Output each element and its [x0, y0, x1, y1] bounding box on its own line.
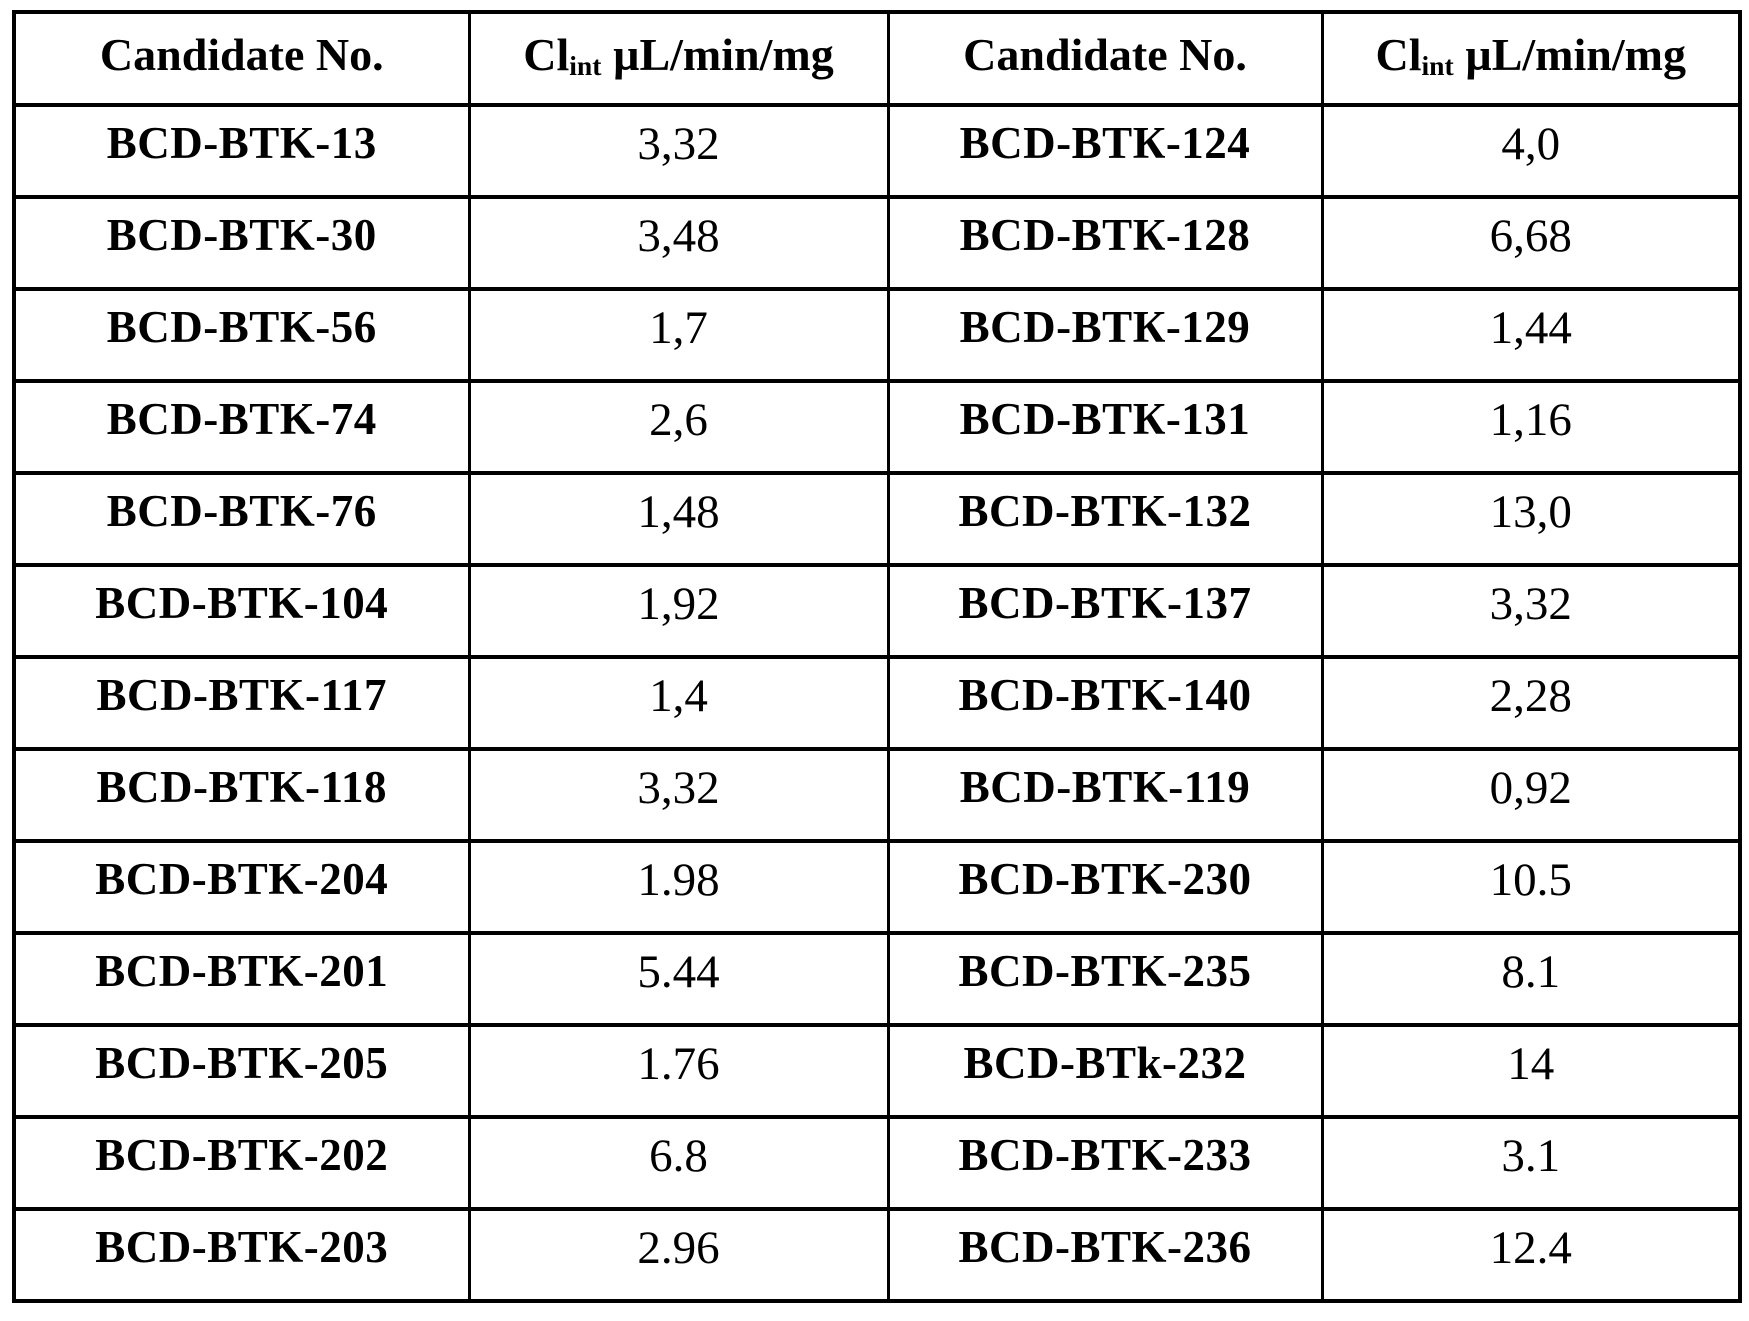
clint-value-cell: 3,32 — [1320, 563, 1742, 659]
table-row: BCD-BTK-74 2,6 BCD-BTК-131 1,16 — [12, 379, 1742, 475]
clint-value-cell: 1.76 — [467, 1023, 890, 1119]
candidate-cell: BCD-BTK-56 — [12, 287, 471, 383]
candidate-cell: BCD-BTK-203 — [12, 1207, 471, 1303]
candidate-cell: BCD-BTK-76 — [12, 471, 471, 567]
candidate-cell: BCD-BTK-74 — [12, 379, 471, 475]
clint-value-cell: 1,44 — [1320, 287, 1742, 383]
table-row: BCD-BTK-30 3,48 BCD-BTК-128 6,68 — [12, 195, 1742, 291]
candidate-cell: BCD-BTK-233 — [886, 1115, 1324, 1211]
clint-value-cell: 2.96 — [467, 1207, 890, 1303]
clint-value-cell: 14 — [1320, 1023, 1742, 1119]
candidate-cell: BCD-BTK-140 — [886, 655, 1324, 751]
candidate-cell: BCD-BTK-230 — [886, 839, 1324, 935]
clint-value-cell: 8.1 — [1320, 931, 1742, 1027]
clint-value-cell: 1,16 — [1320, 379, 1742, 475]
table-row: BCD-BTK-202 6.8 BCD-BTK-233 3.1 — [12, 1115, 1742, 1211]
clint-value-cell: 1.98 — [467, 839, 890, 935]
header-row: Candidate No. Clint µL/min/mg Candidate … — [12, 10, 1742, 107]
clint-unit-subscript: int — [1421, 49, 1454, 81]
clint-value-cell: 3,32 — [467, 747, 890, 843]
candidate-cell: BCD-BTK-236 — [886, 1207, 1324, 1303]
clint-unit-prefix: Cl — [523, 29, 570, 80]
clint-value-cell: 4,0 — [1320, 103, 1742, 199]
candidate-cell: BCD-BTK-119 — [886, 747, 1324, 843]
candidate-cell: BCD-BTK-132 — [886, 471, 1324, 567]
clint-value-cell: 1,48 — [467, 471, 890, 567]
candidate-cell: BCD-BTk-232 — [886, 1023, 1324, 1119]
table-row: BCD-BTK-13 3,32 BCD-BTК-124 4,0 — [12, 103, 1742, 199]
clint-value-cell: 6.8 — [467, 1115, 890, 1211]
table-row: BCD-BTK-204 1.98 BCD-BTK-230 10.5 — [12, 839, 1742, 935]
clint-value-cell: 3,48 — [467, 195, 890, 291]
clint-value-cell: 1,92 — [467, 563, 890, 659]
column-header-candidate-right: Candidate No. — [886, 10, 1324, 107]
table-row: BCD-BTK-117 1,4 BCD-BTK-140 2,28 — [12, 655, 1742, 751]
clint-value-cell: 6,68 — [1320, 195, 1742, 291]
clint-unit-suffix: µL/min/mg — [1453, 29, 1686, 80]
candidate-cell: BCD-BTK-137 — [886, 563, 1324, 659]
candidate-cell: BCD-BTK-235 — [886, 931, 1324, 1027]
table-row: BCD-BTK-205 1.76 BCD-BTk-232 14 — [12, 1023, 1742, 1119]
clint-value-cell: 1,7 — [467, 287, 890, 383]
candidate-cell: BCD-BTK-104 — [12, 563, 471, 659]
column-header-clint-left: Clint µL/min/mg — [467, 10, 890, 107]
clint-value-cell: 10.5 — [1320, 839, 1742, 935]
clint-unit-subscript: int — [569, 49, 602, 81]
candidate-cell: BCD-BTK-117 — [12, 655, 471, 751]
clint-value-cell: 2,28 — [1320, 655, 1742, 751]
candidate-cell: BCD-BTК-131 — [886, 379, 1324, 475]
table-row: BCD-BTK-56 1,7 BCD-BTК-129 1,44 — [12, 287, 1742, 383]
candidate-cell: BCD-BTК-128 — [886, 195, 1324, 291]
clint-unit-suffix: µL/min/mg — [601, 29, 834, 80]
clint-value-cell: 2,6 — [467, 379, 890, 475]
candidate-cell: BCD-BTK-204 — [12, 839, 471, 935]
candidate-cell: BCD-BTK-30 — [12, 195, 471, 291]
candidate-cell: BCD-BTK-13 — [12, 103, 471, 199]
table-row: BCD-BTK-203 2.96 BCD-BTK-236 12.4 — [12, 1207, 1742, 1303]
table-row: BCD-BTK-201 5.44 BCD-BTK-235 8.1 — [12, 931, 1742, 1027]
candidate-cell: BCD-BTK-202 — [12, 1115, 471, 1211]
clint-unit-prefix: Cl — [1375, 29, 1422, 80]
candidate-cell: BCD-BTK-201 — [12, 931, 471, 1027]
clint-value-cell: 1,4 — [467, 655, 890, 751]
candidate-cell: BCD-BTK-205 — [12, 1023, 471, 1119]
table-row: BCD-BTK-76 1,48 BCD-BTK-132 13,0 — [12, 471, 1742, 567]
candidate-cell: BCD-BTК-124 — [886, 103, 1324, 199]
table-row: BCD-BTK-118 3,32 BCD-BTK-119 0,92 — [12, 747, 1742, 843]
column-header-clint-right: Clint µL/min/mg — [1320, 10, 1742, 107]
clint-value-cell: 0,92 — [1320, 747, 1742, 843]
clint-value-cell: 13,0 — [1320, 471, 1742, 567]
table-row: BCD-BTK-104 1,92 BCD-BTK-137 3,32 — [12, 563, 1742, 659]
candidate-cell: BCD-BTК-129 — [886, 287, 1324, 383]
clint-value-cell: 3,32 — [467, 103, 890, 199]
clint-value-cell: 5.44 — [467, 931, 890, 1027]
candidate-cell: BCD-BTK-118 — [12, 747, 471, 843]
clint-value-cell: 12.4 — [1320, 1207, 1742, 1303]
clint-table: Candidate No. Clint µL/min/mg Candidate … — [12, 10, 1742, 1303]
column-header-candidate-left: Candidate No. — [12, 10, 471, 107]
clint-value-cell: 3.1 — [1320, 1115, 1742, 1211]
